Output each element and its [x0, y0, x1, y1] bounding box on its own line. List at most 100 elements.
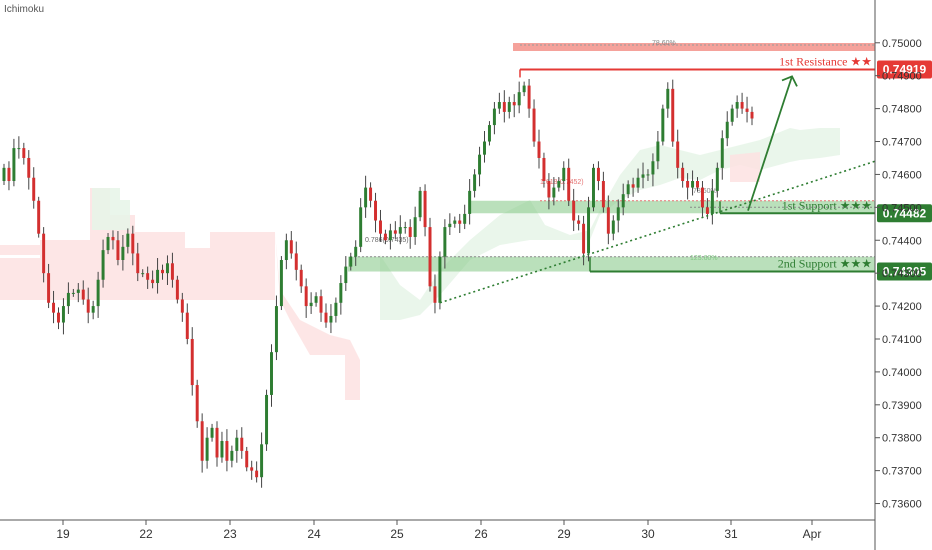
candle-body [502, 102, 506, 112]
candle-body [260, 444, 264, 478]
y-tick-label: 0.74900 [882, 71, 922, 83]
candle-body [42, 233, 46, 274]
candle-body [121, 246, 125, 260]
y-tick-label: 0.73800 [882, 433, 922, 445]
candle-body [651, 161, 655, 175]
indicator-label: Ichimoku [4, 4, 45, 15]
candle-body [324, 312, 328, 323]
candle-body [750, 111, 754, 119]
x-tick-label: 31 [724, 527, 738, 541]
candle-body [235, 437, 239, 451]
candle-body [710, 190, 714, 214]
resistance-1-price-text: 0.74919 [883, 62, 927, 76]
candle-body [57, 312, 60, 323]
candle-body [225, 441, 229, 461]
candle-body [547, 181, 551, 198]
candle-body [200, 421, 204, 461]
candle-body [577, 220, 581, 224]
candle-body [696, 181, 699, 188]
candle-body [438, 256, 442, 303]
candle-body [81, 289, 85, 300]
candle-body [587, 207, 591, 254]
candle-body [478, 154, 482, 175]
candle-body [388, 230, 392, 241]
candle-body [433, 286, 437, 303]
candle-body [37, 200, 41, 234]
candle-body [240, 437, 244, 451]
candle-body [32, 177, 36, 201]
candle-body [61, 306, 65, 323]
support-1-price-badge [877, 204, 932, 223]
candle-body [7, 167, 11, 182]
candle-body [304, 286, 308, 307]
candle-body [359, 207, 363, 247]
candle-body [76, 289, 80, 293]
candle-body [537, 141, 541, 158]
candle-body [245, 450, 249, 468]
fib-label: 78.60% [652, 40, 676, 47]
candle-body [274, 306, 278, 353]
candle-body [101, 250, 105, 280]
candle-body [463, 213, 467, 224]
x-tick-label: 25 [390, 527, 404, 541]
candle-body [507, 102, 511, 112]
y-tick-label: 0.74700 [882, 137, 922, 149]
candle-body [492, 108, 496, 126]
candle-body [641, 174, 645, 178]
x-tick-label: 26 [474, 527, 488, 541]
candle-body [522, 85, 526, 93]
candle-body [517, 92, 521, 106]
candle-body [215, 427, 219, 458]
candle-body [473, 174, 477, 191]
y-tick-label: 0.74400 [882, 235, 922, 247]
candle-body [572, 200, 576, 221]
candle-body [497, 102, 501, 109]
candle-body [428, 227, 432, 287]
candle-body [686, 181, 690, 188]
candle-body [279, 260, 283, 307]
candle-body [383, 233, 387, 241]
projection-arrow [747, 76, 793, 211]
candle-body [12, 148, 16, 182]
candle-body [27, 157, 31, 178]
candle-body [413, 217, 417, 237]
resistance-zone [513, 43, 875, 51]
candle-body [720, 138, 724, 168]
candle-body [165, 263, 169, 274]
y-tick-label: 0.75000 [882, 38, 922, 50]
candle-body [190, 338, 194, 386]
candle-body [106, 236, 110, 251]
candle-body [156, 269, 160, 284]
x-tick-label: 23 [223, 527, 237, 541]
candle-body [339, 283, 343, 303]
candle-body [552, 187, 556, 198]
ichimoku-cloud [730, 152, 760, 182]
x-tick-label: 24 [307, 527, 321, 541]
candle-body [284, 240, 288, 260]
y-tick-label: 0.73900 [882, 400, 922, 412]
support-2-price-badge [877, 262, 932, 281]
candle-body [96, 279, 100, 307]
support-2-label: 2nd Support ★★★ [778, 257, 872, 271]
candle-body [374, 200, 378, 221]
y-tick-label: 0.74300 [882, 268, 922, 280]
candle-body [666, 88, 670, 109]
candle-body [403, 227, 407, 229]
x-tick-label: 30 [641, 527, 655, 541]
ichimoku-cloud [0, 245, 40, 255]
candle-body [71, 292, 75, 294]
candle-body [364, 187, 368, 208]
candle-body [180, 299, 184, 313]
candle-body [250, 467, 254, 471]
candle-body [691, 181, 695, 188]
candle-body [205, 437, 209, 461]
candle-body [611, 220, 615, 234]
candle-body [483, 141, 486, 155]
candle-body [562, 167, 566, 182]
candle-body [111, 236, 115, 241]
candle-body [656, 141, 660, 162]
candle-body [646, 174, 650, 176]
candle-body [423, 190, 427, 228]
candle-body [47, 273, 51, 303]
